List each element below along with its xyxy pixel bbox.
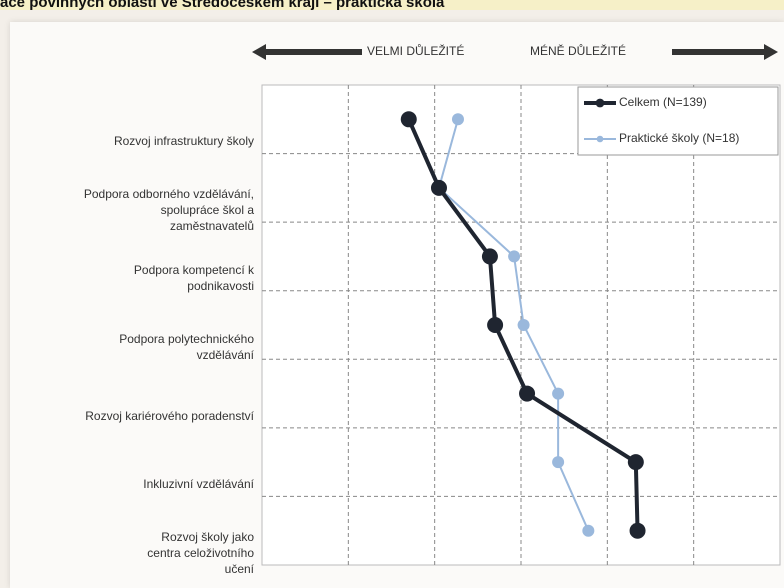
point — [552, 387, 565, 400]
y-tick-label: Inkluzivní vzdělávání — [143, 477, 254, 492]
legend-swatch — [595, 98, 605, 108]
point — [508, 250, 521, 263]
chart-title: ace povinných oblastí ve Středočeském kr… — [0, 0, 784, 11]
annotation: MÉNĚ DŮLEŽITÉ — [530, 43, 626, 58]
point — [430, 179, 447, 196]
annotation: VELMI DŮLEŽITÉ — [367, 43, 464, 58]
point — [519, 385, 536, 402]
arrow-left — [252, 44, 362, 60]
arrow-right — [672, 44, 778, 60]
point — [627, 454, 644, 471]
point — [629, 522, 646, 539]
point — [487, 317, 504, 333]
legend-label: Celkem (N=139) — [619, 95, 707, 109]
legend-label: Praktické školy (N=18) — [619, 131, 739, 145]
legend-box — [577, 86, 779, 156]
y-tick-label: Podpora polytechnického vzdělávání — [119, 332, 254, 362]
point — [582, 524, 595, 537]
point — [451, 113, 464, 126]
point — [517, 319, 530, 331]
point — [481, 248, 498, 265]
y-tick-label: Rozvoj infrastruktury školy — [113, 134, 254, 149]
y-tick-label: Podpora kompetencí k podnikavosti — [133, 263, 254, 294]
legend-swatch — [596, 135, 604, 143]
y-tick-label: Rozvoj školy jako centra celoživotního u… — [147, 529, 254, 576]
y-tick-label: Rozvoj kariérového poradenství — [85, 408, 254, 423]
point — [400, 111, 417, 128]
y-tick-label: Podpora odborného vzdělávání, spolupráce… — [83, 186, 254, 233]
point — [552, 456, 565, 469]
